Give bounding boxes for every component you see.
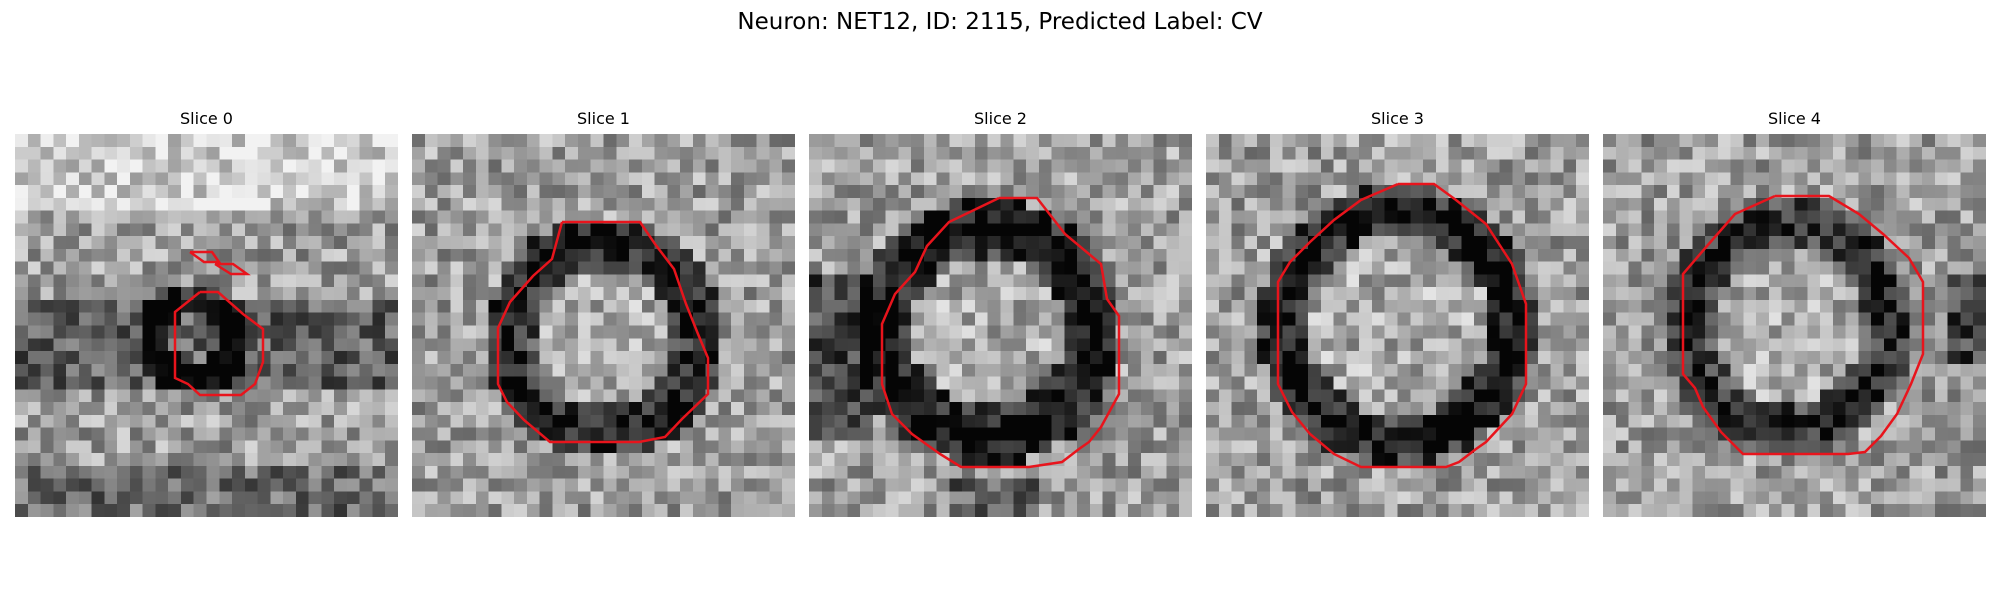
slice-panel-3: Slice 3 (1206, 108, 1589, 517)
contour-overlay (809, 134, 1192, 517)
segmentation-contour (1278, 184, 1526, 467)
segmentation-contour (190, 252, 219, 262)
slice-title: Slice 4 (1603, 108, 1986, 130)
contour-overlay (15, 134, 398, 517)
segmentation-contour (882, 198, 1119, 467)
contour-overlay (1603, 134, 1986, 517)
slice-image-1 (412, 134, 795, 517)
slice-image-4 (1603, 134, 1986, 517)
slice-image-3 (1206, 134, 1589, 517)
slice-panel-1: Slice 1 (412, 108, 795, 517)
segmentation-contour (215, 264, 247, 274)
contour-overlay (1206, 134, 1589, 517)
slice-title: Slice 1 (412, 108, 795, 130)
segmentation-contour (1683, 196, 1923, 454)
slice-image-0 (15, 134, 398, 517)
contour-overlay (412, 134, 795, 517)
segmentation-contour (175, 292, 263, 395)
slice-panel-0: Slice 0 (15, 108, 398, 517)
slice-image-2 (809, 134, 1192, 517)
segmentation-contour (498, 222, 708, 442)
slice-panel-2: Slice 2 (809, 108, 1192, 517)
slice-title: Slice 0 (15, 108, 398, 130)
figure-title: Neuron: NET12, ID: 2115, Predicted Label… (0, 6, 2000, 38)
slice-panel-4: Slice 4 (1603, 108, 1986, 517)
slice-title: Slice 2 (809, 108, 1192, 130)
slice-title: Slice 3 (1206, 108, 1589, 130)
